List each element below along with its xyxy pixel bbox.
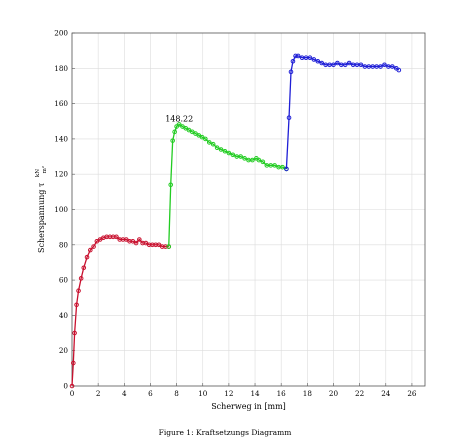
y-tick-label: 0 — [63, 382, 68, 391]
series-3-point — [358, 62, 364, 68]
series-2-point — [166, 244, 172, 249]
series-3-point — [311, 57, 317, 62]
y-tick-label: 40 — [59, 311, 69, 320]
series-2-point — [170, 138, 175, 143]
series-2-point — [214, 145, 220, 151]
series-2-point — [203, 136, 208, 142]
y-tick-label: 80 — [59, 240, 69, 249]
x-tick-label: 2 — [96, 389, 101, 398]
series-3-point — [342, 62, 348, 68]
x-tick-label: 22 — [355, 389, 364, 398]
y-tick-label: 120 — [54, 170, 68, 179]
series-3-point — [295, 53, 301, 59]
series-group — [69, 53, 402, 389]
series-3-point — [307, 55, 313, 61]
annotations: 148.22 — [165, 114, 193, 123]
series-3-point — [286, 115, 292, 121]
series-3-point — [390, 64, 395, 69]
shear-stress-chart: 0 2 4 6 8 10 12 14 16 18 20 22 24 26 0204060801001201… — [32, 29, 426, 411]
series-1-point — [71, 360, 76, 366]
series-3-point — [396, 67, 402, 73]
series-3-point — [288, 69, 294, 75]
series-2-point — [272, 163, 277, 168]
x-tick-label: 4 — [122, 389, 127, 398]
x-tick-label: 26 — [407, 389, 417, 398]
series-2-point — [280, 164, 285, 170]
series-2-point — [218, 147, 224, 152]
series-1-point — [81, 265, 87, 271]
series-3-point — [331, 62, 336, 68]
y-axis-label: Scherspannung τ kN m² — [32, 166, 48, 253]
x-tick-label: 24 — [381, 389, 391, 398]
x-tick-label: 12 — [224, 389, 233, 398]
peak-annotation: 148.22 — [165, 114, 193, 123]
series-2-line — [168, 123, 287, 247]
x-tick-label: 16 — [277, 389, 287, 398]
series-2-point — [222, 148, 228, 154]
series-1-point — [78, 276, 84, 281]
x-tick-label: 8 — [174, 389, 179, 398]
y-tick-label: 100 — [54, 205, 68, 214]
series-1-point — [114, 234, 119, 240]
series-3-point — [319, 60, 325, 66]
series-3-point — [293, 53, 298, 59]
series-2-point — [230, 152, 236, 158]
series-2-point — [250, 157, 255, 163]
series-3-point — [315, 58, 321, 64]
y-tick-label: 60 — [59, 276, 69, 285]
series-2-point — [206, 140, 212, 145]
series-1-point — [137, 237, 142, 242]
series-1-point — [76, 288, 81, 293]
series-3-point — [284, 166, 289, 172]
series-3-point — [335, 60, 340, 66]
series-1-point — [133, 240, 139, 246]
y-tick-label: 140 — [54, 134, 68, 143]
x-axis-label: Scherweg in [mm] — [211, 402, 286, 411]
figure-caption: Figure 1: Kraftsetzungs Diagramm — [158, 428, 292, 437]
series-2-point — [242, 156, 247, 161]
x-tick-label: 20 — [329, 389, 339, 398]
series-3-point — [378, 64, 383, 69]
series-1-point — [91, 244, 96, 249]
series-2-point — [260, 159, 266, 165]
y-axis-unit-num: kN — [35, 169, 41, 177]
y-axis-ticks: 0 20 40 60 80 100 120 140 160 180 200 — [54, 29, 75, 391]
x-tick-label: 18 — [303, 389, 313, 398]
y-tick-label: 20 — [59, 346, 69, 355]
series-1-point — [84, 254, 90, 260]
series-2-point — [238, 154, 243, 159]
y-tick-label: 180 — [54, 64, 68, 73]
x-axis-ticks: 0 2 4 6 8 10 12 14 16 18 20 22 24 26 — [70, 383, 417, 398]
y-tick-label: 200 — [54, 29, 68, 38]
series-1-point — [69, 383, 75, 389]
x-tick-label: 10 — [198, 389, 208, 398]
grid — [71, 32, 425, 387]
series-2-point — [176, 122, 182, 127]
series-3-point — [346, 60, 352, 66]
series-2-point — [256, 157, 262, 163]
y-axis-label-text: Scherspannung τ — [37, 182, 46, 253]
x-tick-label: 0 — [70, 389, 75, 398]
series-3-point — [382, 62, 387, 68]
series-2-point — [226, 150, 232, 156]
series-3-point — [290, 58, 296, 64]
x-tick-label: 6 — [148, 389, 153, 398]
series-1-point — [72, 330, 77, 336]
series-2-point — [172, 129, 177, 135]
series-1-point — [88, 247, 93, 253]
series-3-line — [285, 55, 400, 169]
series-2-point — [174, 124, 179, 129]
series-1-point — [74, 302, 79, 308]
series-2-point — [210, 141, 216, 147]
series-2-point — [168, 182, 174, 188]
y-tick-label: 160 — [54, 99, 68, 108]
x-tick-label: 14 — [250, 389, 260, 398]
y-axis-unit-den: m² — [41, 166, 48, 173]
